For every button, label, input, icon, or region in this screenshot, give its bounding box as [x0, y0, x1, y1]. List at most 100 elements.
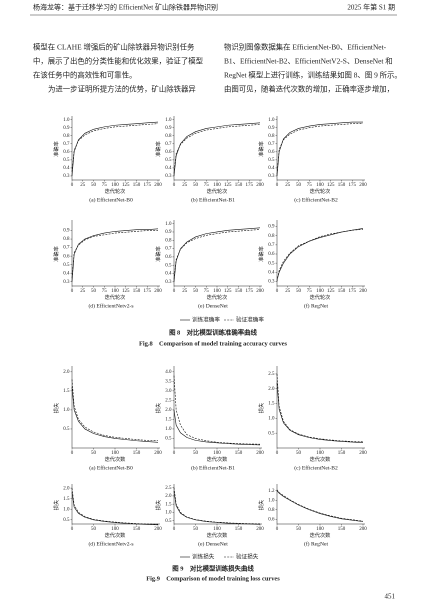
legend-label: 验证损失 — [236, 552, 259, 560]
x-tick-label: 50 — [193, 527, 199, 532]
panel-caption: (d) EfficientNetv2-s — [88, 302, 133, 309]
y-tick-label: 0.3 — [63, 280, 70, 285]
y-tick-label: 0.5 — [268, 431, 275, 436]
x-tick-label: 100 — [316, 289, 324, 294]
x-tick-label: 0 — [173, 183, 176, 188]
y-tick-label: 0.5 — [165, 263, 172, 268]
data-line — [71, 228, 159, 282]
x-tick-label: 75 — [204, 183, 210, 188]
body-line: 模型在 CLAHE 增强后的矿山除铁器异物识别任务 — [33, 43, 195, 52]
y-axis-label: 准确率 — [257, 141, 265, 157]
y-axis-label: 损失 — [52, 402, 60, 413]
x-tick-label: 50 — [91, 183, 97, 188]
data-line — [71, 488, 159, 525]
data-line — [276, 229, 364, 282]
y-tick-label: 1.5 — [165, 502, 172, 507]
y-tick-label: 0.9 — [268, 126, 275, 131]
x-tick-label: 200 — [359, 451, 367, 456]
y-tick-label: 0.9 — [165, 230, 172, 235]
x-tick-label: 100 — [111, 451, 119, 456]
y-tick-label: 1.0 — [165, 511, 172, 516]
y-tick-label: 1.0 — [268, 417, 275, 422]
y-tick-label: 1.5 — [63, 497, 70, 502]
x-tick-label: 50 — [296, 289, 302, 294]
data-line — [173, 409, 261, 446]
data-line — [173, 122, 261, 177]
x-tick-label: 25 — [80, 289, 86, 294]
y-axis-label: 准确率 — [154, 141, 162, 157]
x-tick-label: 0 — [71, 183, 74, 188]
y-tick-label: 3.0 — [165, 389, 172, 394]
y-tick-label: 0.8 — [268, 234, 275, 239]
x-tick-label: 75 — [102, 183, 108, 188]
x-tick-label: 175 — [144, 183, 152, 188]
data-line — [276, 121, 363, 176]
y-tick-label: 0.7 — [63, 246, 70, 251]
x-axis-label: 迭代次数 — [310, 455, 332, 463]
x-tick-label: 200 — [359, 289, 367, 294]
y-tick-label: 0.4 — [63, 271, 70, 276]
y-tick-label: 0.4 — [63, 166, 70, 171]
body-line: 在该任务中的高效性和可靠性。 — [33, 71, 136, 80]
x-tick-label: 0 — [71, 527, 74, 532]
x-tick-label: 50 — [193, 451, 199, 456]
x-tick-label: 100 — [213, 289, 221, 294]
y-tick-label: 0.9 — [63, 229, 70, 234]
body-line: 由图可见，随着迭代次数的增加，正确率逐步增加， — [224, 85, 394, 94]
y-tick-label: 0.6 — [268, 252, 275, 257]
y-tick-label: 2.5 — [165, 486, 172, 491]
legend-label: 训练损失 — [192, 552, 215, 560]
x-tick-label: 175 — [144, 289, 152, 294]
panel-caption: (b) EfficientNet-B1 — [191, 196, 235, 203]
body-line: 物识别图像数据集在 EfficientNet-B0、EfficientNet- — [224, 43, 387, 52]
x-tick-label: 150 — [338, 289, 346, 294]
x-axis-label: 迭代次数 — [310, 531, 332, 539]
x-tick-label: 50 — [193, 289, 199, 294]
y-tick-label: 0.5 — [165, 519, 172, 524]
x-tick-label: 125 — [327, 183, 335, 188]
data-line — [173, 487, 261, 525]
y-axis-label: 准确率 — [257, 246, 265, 262]
data-line — [71, 387, 159, 443]
x-tick-label: 0 — [173, 527, 176, 532]
x-tick-label: 150 — [338, 183, 346, 188]
x-tick-label: 150 — [133, 289, 141, 294]
data-line — [276, 382, 364, 443]
y-tick-label: 2.0 — [268, 387, 275, 392]
x-axis-label: 迭代轮次 — [105, 187, 126, 195]
x-tick-label: 25 — [285, 183, 291, 188]
y-tick-label: 0.5 — [268, 261, 275, 266]
x-tick-label: 50 — [91, 527, 97, 532]
y-tick-label: 0.3 — [165, 174, 172, 179]
y-tick-label: 1.0 — [63, 408, 70, 413]
y-tick-label: 2.5 — [165, 399, 172, 404]
y-tick-label: 2.0 — [165, 494, 172, 499]
x-tick-label: 200 — [359, 527, 367, 532]
y-axis-label: 损失 — [154, 402, 162, 413]
x-tick-label: 50 — [193, 183, 199, 188]
data-line — [71, 379, 159, 442]
x-tick-label: 75 — [204, 289, 210, 294]
y-tick-label: 0.7 — [63, 142, 70, 147]
data-line — [173, 490, 261, 525]
y-tick-label: 0.8 — [268, 134, 275, 139]
body-line: 中，展示了出色的分类性能和优化效果，验证了模型 — [33, 57, 204, 66]
x-tick-label: 0 — [71, 289, 74, 294]
x-tick-label: 100 — [111, 289, 119, 294]
x-tick-label: 100 — [316, 183, 324, 188]
x-tick-label: 100 — [213, 451, 221, 456]
x-tick-label: 125 — [224, 289, 232, 294]
x-tick-label: 0 — [276, 183, 279, 188]
y-axis-label: 准确率 — [52, 246, 60, 262]
x-tick-label: 100 — [316, 451, 324, 456]
y-tick-label: 0.9 — [268, 225, 275, 230]
x-tick-label: 75 — [307, 183, 313, 188]
figure-caption-cn: 图 9 对比模型训练损失曲线 — [172, 563, 254, 572]
x-tick-label: 75 — [307, 289, 313, 294]
y-tick-label: 0.7 — [165, 142, 172, 147]
legend-label: 验证准确率 — [236, 315, 264, 323]
y-tick-label: 0.4 — [165, 166, 172, 171]
data-line — [173, 227, 261, 282]
data-line — [276, 123, 363, 175]
x-tick-label: 0 — [276, 527, 279, 532]
